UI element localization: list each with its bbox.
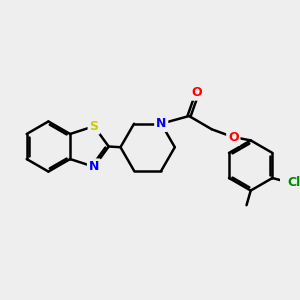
Text: N: N <box>89 160 99 173</box>
Text: O: O <box>191 86 202 99</box>
Text: N: N <box>156 117 166 130</box>
Text: Cl: Cl <box>288 176 300 189</box>
Text: S: S <box>89 120 98 133</box>
Text: O: O <box>228 131 238 144</box>
